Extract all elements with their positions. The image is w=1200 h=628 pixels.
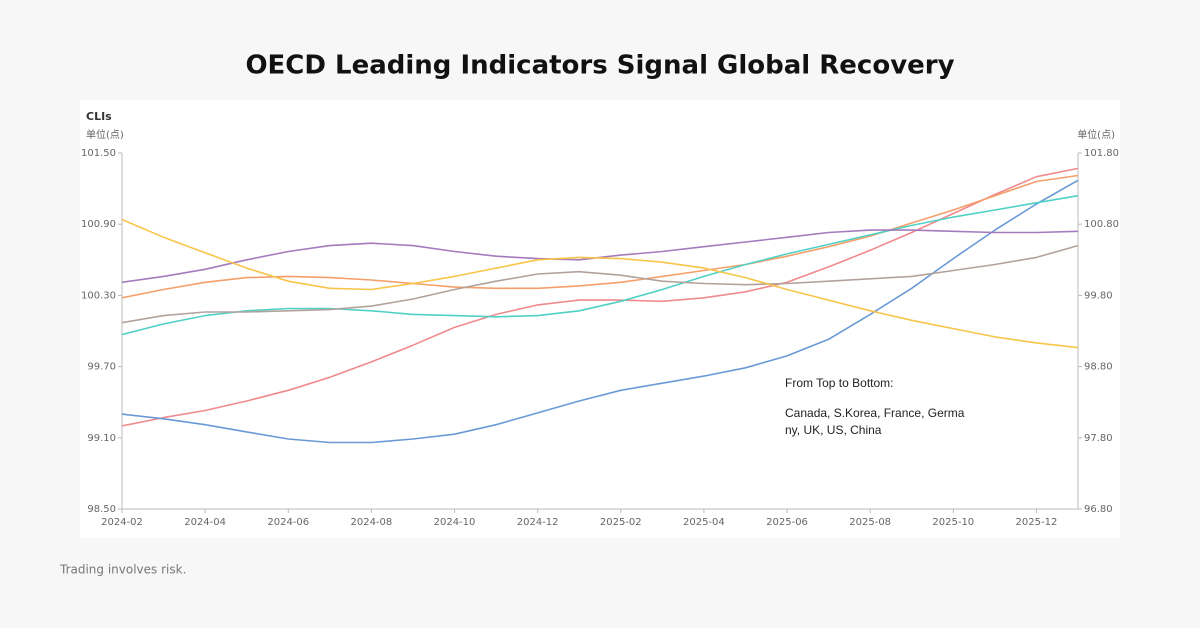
y2-tick-label: 96.80 xyxy=(1084,504,1113,515)
y-tick-label: 101.50 xyxy=(81,148,116,159)
series-line xyxy=(121,167,1079,427)
y-tick-label: 99.10 xyxy=(87,433,116,444)
page-title: OECD Leading Indicators Signal Global Re… xyxy=(245,51,954,81)
y2-tick-label: 101.80 xyxy=(1084,148,1119,159)
x-tick-label: 2025-04 xyxy=(683,517,725,528)
x-tick-label: 2025-06 xyxy=(766,517,808,528)
chart-panel xyxy=(80,100,1120,538)
series-line xyxy=(121,194,1079,336)
annotation: From Top to Bottom: xyxy=(785,376,894,390)
x-tick-label: 2024-10 xyxy=(434,517,476,528)
x-tick-label: 2024-06 xyxy=(267,517,309,528)
x-tick-label: 2025-10 xyxy=(932,517,974,528)
y-axis-label: CLIs xyxy=(86,110,112,123)
annotation: ny, UK, US, China xyxy=(785,423,882,437)
annotation: Canada, S.Korea, France, Germa xyxy=(785,406,965,420)
x-tick-label: 2025-02 xyxy=(600,517,642,528)
y-tick-label: 100.30 xyxy=(81,290,116,301)
y2-unit: 单位(点) xyxy=(1077,128,1115,141)
series-line xyxy=(121,174,1079,299)
y-tick-label: 99.70 xyxy=(87,362,116,373)
x-tick-label: 2025-12 xyxy=(1016,517,1058,528)
x-tick-label: 2024-08 xyxy=(350,517,392,528)
series-line xyxy=(121,179,1079,444)
y-unit: 单位(点) xyxy=(86,128,124,141)
x-tick-label: 2024-04 xyxy=(184,517,226,528)
y2-tick-label: 99.80 xyxy=(1084,290,1113,301)
y2-tick-label: 98.80 xyxy=(1084,362,1113,373)
y-tick-label: 98.50 xyxy=(87,504,116,515)
y2-tick-label: 100.80 xyxy=(1084,219,1119,230)
y-tick-label: 100.90 xyxy=(81,219,116,230)
footer: Trading involves risk. xyxy=(59,563,186,577)
x-tick-label: 2024-02 xyxy=(101,517,143,528)
series-line xyxy=(121,218,1079,349)
y2-tick-label: 97.80 xyxy=(1084,433,1113,444)
x-tick-label: 2025-08 xyxy=(849,517,891,528)
x-tick-label: 2024-12 xyxy=(517,517,559,528)
series-line xyxy=(121,244,1079,324)
